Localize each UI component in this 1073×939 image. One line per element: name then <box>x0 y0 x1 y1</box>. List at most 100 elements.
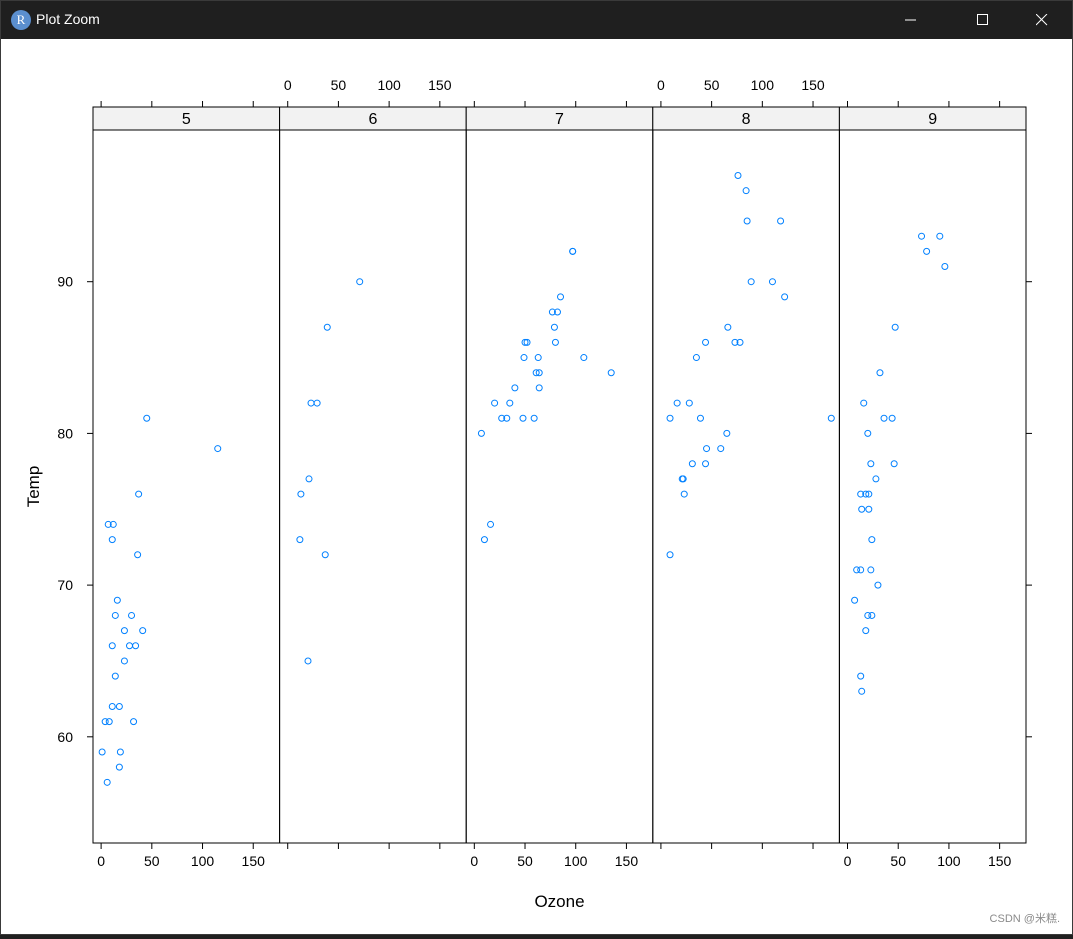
maximize-button[interactable] <box>960 1 1006 39</box>
x-tick-label: 100 <box>377 77 401 93</box>
minimize-button[interactable] <box>888 1 934 39</box>
strip-label-5: 5 <box>182 111 191 128</box>
x-tick-label: 50 <box>890 853 906 869</box>
data-point <box>557 293 565 301</box>
x-tick-label: 50 <box>704 77 720 93</box>
data-point <box>108 702 116 710</box>
data-point <box>742 187 750 195</box>
data-point <box>532 369 540 377</box>
data-point <box>768 278 776 286</box>
y-tick-label: 90 <box>57 274 73 290</box>
data-point <box>551 338 559 346</box>
data-point <box>702 338 710 346</box>
data-point <box>860 399 868 407</box>
data-point <box>702 460 710 468</box>
data-point <box>130 718 138 726</box>
close-button[interactable] <box>1019 1 1065 39</box>
x-tick-label: 100 <box>937 853 961 869</box>
strip-label-8: 8 <box>742 111 751 128</box>
data-point <box>736 338 744 346</box>
data-point <box>132 642 140 650</box>
data-point <box>580 354 588 362</box>
data-point <box>116 748 124 756</box>
data-point <box>678 475 686 483</box>
data-point <box>858 505 866 513</box>
y-tick-label: 60 <box>57 729 73 745</box>
close-icon <box>1036 14 1048 26</box>
data-point <box>876 369 884 377</box>
data-point <box>98 748 106 756</box>
data-point <box>890 460 898 468</box>
panel-6 <box>279 129 467 844</box>
data-point <box>506 399 514 407</box>
data-point <box>109 520 117 528</box>
data-point <box>673 399 681 407</box>
data-point <box>503 414 511 422</box>
data-point <box>680 490 688 498</box>
x-tick-label: 150 <box>428 77 452 93</box>
data-point <box>535 384 543 392</box>
data-point <box>530 414 538 422</box>
data-point <box>723 429 731 437</box>
strip-label-9: 9 <box>928 111 937 128</box>
data-point <box>857 566 865 574</box>
data-point <box>491 399 499 407</box>
data-point <box>607 369 615 377</box>
x-tick-label: 50 <box>331 77 347 93</box>
data-point <box>864 429 872 437</box>
data-point <box>111 611 119 619</box>
data-point <box>868 536 876 544</box>
data-point <box>734 172 742 180</box>
panel-5 <box>92 129 281 844</box>
x-tick-label: 100 <box>564 853 588 869</box>
data-point <box>868 611 876 619</box>
data-point <box>520 354 528 362</box>
data-point <box>936 232 944 240</box>
data-point <box>550 323 558 331</box>
data-point <box>477 429 485 437</box>
data-point <box>134 551 142 559</box>
x-tick-label: 150 <box>615 853 639 869</box>
data-point <box>865 505 873 513</box>
data-point <box>696 414 704 422</box>
data-point <box>553 308 561 316</box>
data-point <box>666 551 674 559</box>
data-point <box>323 323 331 331</box>
data-point <box>534 354 542 362</box>
data-point <box>569 247 577 255</box>
data-point <box>923 247 931 255</box>
data-point <box>519 414 527 422</box>
data-point <box>103 778 111 786</box>
data-point <box>143 414 151 422</box>
data-point <box>867 566 875 574</box>
data-point <box>307 399 315 407</box>
x-tick-label: 50 <box>144 853 160 869</box>
x-tick-label: 100 <box>191 853 215 869</box>
panel-9 <box>838 129 1027 844</box>
data-point <box>214 445 222 453</box>
r-logo-icon: R <box>11 10 31 30</box>
x-tick-label: 100 <box>751 77 775 93</box>
data-point <box>867 460 875 468</box>
watermark: CSDN @米糕. <box>989 913 1060 925</box>
data-point <box>113 596 121 604</box>
x-tick-label: 0 <box>470 853 478 869</box>
y-axis-label: Temp <box>24 466 43 508</box>
data-point <box>685 399 693 407</box>
data-point <box>827 414 835 422</box>
data-point <box>888 414 896 422</box>
data-point <box>747 278 755 286</box>
data-point <box>498 414 506 422</box>
data-point <box>305 475 313 483</box>
data-point <box>108 536 116 544</box>
data-point <box>731 338 739 346</box>
plot-area: 5 0 50 100 150 6 0 50 100 150 7 0 50 100 150 8 0 50 100 150… <box>1 39 1072 934</box>
data-point <box>313 399 321 407</box>
data-point <box>548 308 556 316</box>
data-point <box>115 702 123 710</box>
data-point <box>135 490 143 498</box>
data-point <box>139 627 147 635</box>
x-tick-label: 0 <box>284 77 292 93</box>
y-tick-label: 80 <box>57 425 73 441</box>
title-bar[interactable]: R Plot Zoom <box>1 1 1072 39</box>
